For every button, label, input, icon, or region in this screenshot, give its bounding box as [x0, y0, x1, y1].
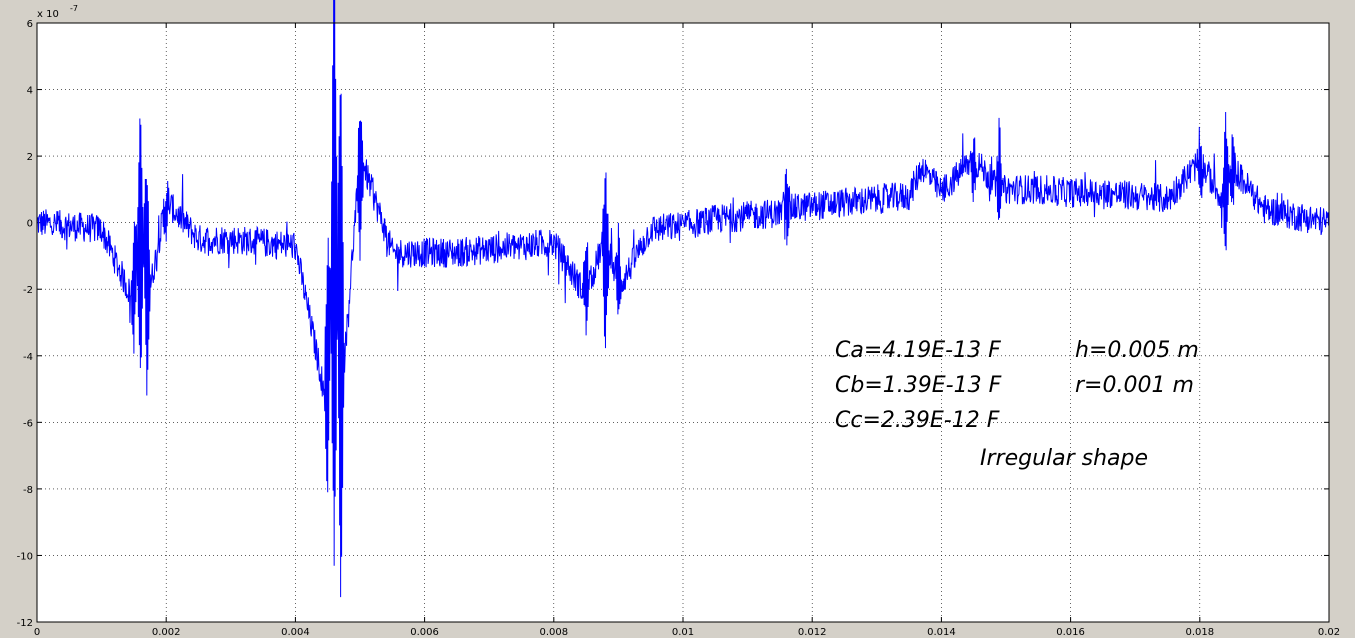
y-tick-label: -2: [23, 285, 33, 296]
y-tick-label: 0: [27, 219, 33, 230]
annotation-cb: Cb=1.39E-13 F: [835, 373, 1002, 398]
y-exponent-power: -7: [70, 4, 78, 13]
x-tick-label: 0.02: [1318, 627, 1340, 638]
y-tick-label: -8: [23, 485, 33, 496]
grid-lines: [37, 23, 1329, 622]
y-tick-label: -4: [23, 352, 33, 363]
annotation-shape: Irregular shape: [980, 446, 1148, 471]
x-tick-label: 0: [34, 627, 40, 638]
annotation-h: h=0.005 m: [1075, 338, 1199, 363]
y-exponent-base: x 10: [37, 9, 59, 20]
x-tick-label: 0.016: [1056, 627, 1085, 638]
x-tick-label: 0.018: [1185, 627, 1214, 638]
x-tick-label: 0.004: [281, 627, 310, 638]
y-tick-label: 2: [27, 152, 33, 163]
annotation-r: r=0.001 m: [1075, 373, 1194, 398]
x-tick-label: 0.01: [672, 627, 694, 638]
x-tick-label: 0.002: [152, 627, 181, 638]
y-tick-label: 6: [27, 19, 33, 30]
x-tick-labels: 0 0.002 0.004 0.006 0.008 0.01 0.012 0.014 0.016…: [34, 627, 1340, 638]
x-tick-label: 0.014: [927, 627, 956, 638]
x-tick-label: 0.006: [410, 627, 439, 638]
annotation-ca: Ca=4.19E-13 F: [835, 338, 1001, 363]
y-tick-label: -6: [23, 418, 33, 429]
y-tick-label: 4: [27, 86, 33, 97]
x-tick-label: 0.012: [798, 627, 827, 638]
series-line: [36, 0, 1330, 598]
x-tick-label: 0.008: [539, 627, 568, 638]
plot-area: [37, 23, 1329, 622]
y-tick-label: -10: [17, 551, 33, 562]
y-tick-labels: -12 -10 -8 -6 -4 -2 0 2 4 6: [17, 19, 33, 629]
annotation-cc: Cc=2.39E-12 F: [835, 408, 1000, 433]
plot-frame: [36, 22, 1330, 623]
y-tick-label: -12: [17, 618, 33, 629]
